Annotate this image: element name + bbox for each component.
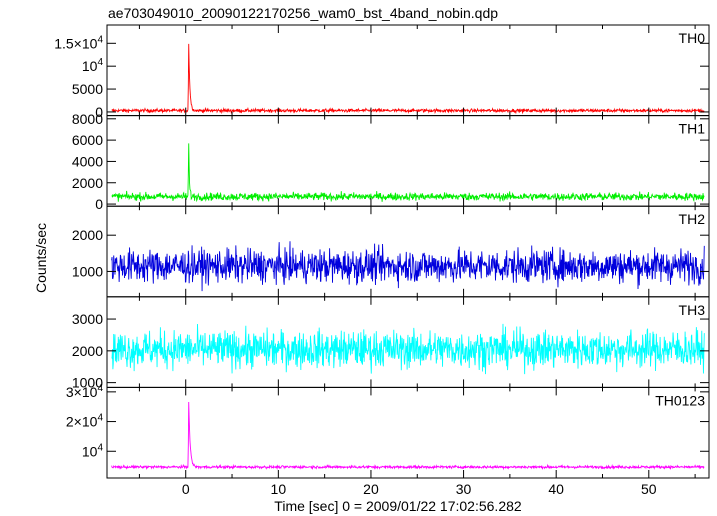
x-tick-label: 0 [182, 481, 190, 497]
series-line-th0123 [111, 401, 705, 471]
panel-th0: TH0 0 5000 104 1.5×104 [54, 24, 710, 120]
panel-label: TH0123 [655, 392, 705, 408]
panel-label: TH3 [679, 302, 706, 318]
series-line-th1 [111, 143, 705, 203]
y-tick-label: 1.5×104 [54, 34, 103, 51]
x-tick-label: 20 [363, 481, 379, 497]
y-tick-label: 2000 [72, 175, 103, 191]
y-tick-label: 3000 [72, 311, 103, 327]
panel-label: TH0 [679, 30, 706, 46]
panel-th3: TH3 1000 2000 3000 [72, 296, 710, 391]
panel-label: TH2 [679, 211, 706, 227]
x-tick-label: 50 [641, 481, 657, 497]
y-tick-label: 8000 [72, 111, 103, 127]
x-tick-label: 30 [456, 481, 472, 497]
panel-frame [106, 24, 710, 117]
y-axis-label: Counts/sec [33, 223, 49, 293]
y-tick-label: 0 [95, 196, 103, 212]
panel-label: TH1 [679, 121, 706, 137]
series-line-th2 [111, 241, 705, 292]
panels-group: TH0050001041.5×104TH102000400060008000TH… [54, 24, 710, 497]
x-tick-label: 40 [548, 481, 564, 497]
panel-th1: TH1 0 2000 4000 6000 8000 [72, 111, 710, 212]
chart-title: ae703049010_20090122170256_wam0_bst_4ban… [108, 5, 498, 21]
x-tick-label: 10 [271, 481, 287, 497]
y-tick-label: 6000 [72, 132, 103, 148]
y-tick-label: 5000 [72, 81, 103, 97]
panel-th2: TH2 1000 2000 [72, 205, 710, 298]
y-tick-label: 104 [82, 57, 104, 74]
y-tick-label: 4000 [72, 153, 103, 169]
y-tick-label: 2000 [72, 227, 103, 243]
panel-frame [106, 205, 710, 298]
panel-frame [106, 386, 710, 479]
y-tick-label: 3×104 [66, 383, 104, 400]
y-tick-label: 2×104 [66, 413, 104, 430]
y-tick-label: 0 [95, 104, 103, 120]
x-axis-label: Time [sec] 0 = 2009/01/22 17:02:56.282 [274, 498, 522, 514]
y-tick-label: 1000 [72, 375, 103, 391]
y-tick-label: 104 [82, 442, 104, 459]
series-line-th3 [111, 323, 705, 375]
y-tick-label: 1000 [72, 263, 103, 279]
y-tick-label: 2000 [72, 343, 103, 359]
series-line-th0 [111, 43, 705, 115]
panel-th0123: TH0123 104 2×104 3×104 0 10 20 30 40 50 [66, 383, 710, 497]
